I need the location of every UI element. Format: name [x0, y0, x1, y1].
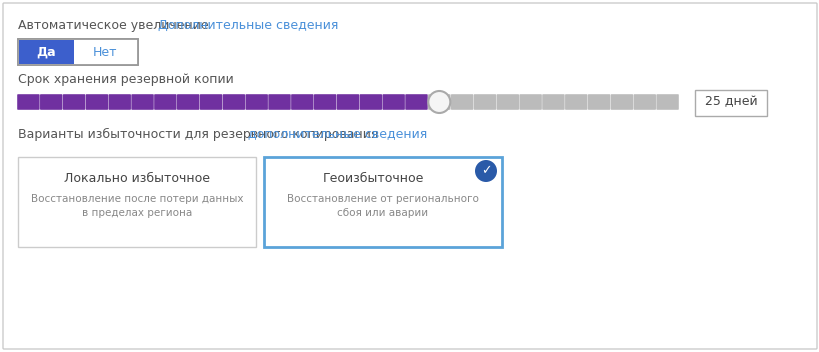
FancyBboxPatch shape: [633, 94, 655, 110]
Text: сбоя или аварии: сбоя или аварии: [337, 208, 428, 218]
FancyBboxPatch shape: [40, 94, 62, 110]
FancyBboxPatch shape: [19, 40, 74, 64]
Circle shape: [474, 160, 496, 182]
FancyBboxPatch shape: [17, 94, 39, 110]
FancyBboxPatch shape: [200, 94, 222, 110]
FancyBboxPatch shape: [245, 94, 268, 110]
FancyBboxPatch shape: [85, 94, 108, 110]
Text: Локально избыточное: Локально избыточное: [64, 172, 210, 186]
Text: Дополнительные сведения: Дополнительные сведения: [158, 19, 338, 31]
FancyBboxPatch shape: [18, 39, 138, 65]
FancyBboxPatch shape: [518, 94, 541, 110]
Text: 25 дней: 25 дней: [704, 95, 757, 108]
FancyBboxPatch shape: [587, 94, 609, 110]
Text: Автоматическое увеличение: Автоматическое увеличение: [18, 19, 208, 31]
FancyBboxPatch shape: [405, 94, 428, 110]
FancyBboxPatch shape: [63, 94, 85, 110]
FancyBboxPatch shape: [655, 94, 678, 110]
FancyBboxPatch shape: [131, 94, 154, 110]
FancyBboxPatch shape: [564, 94, 586, 110]
Text: Да: Да: [37, 45, 57, 58]
FancyBboxPatch shape: [223, 94, 245, 110]
Text: Восстановление от регионального: Восстановление от регионального: [287, 194, 478, 204]
Text: ✓: ✓: [480, 164, 491, 177]
FancyBboxPatch shape: [610, 94, 632, 110]
FancyBboxPatch shape: [177, 94, 199, 110]
FancyBboxPatch shape: [264, 157, 501, 247]
FancyBboxPatch shape: [154, 94, 176, 110]
FancyBboxPatch shape: [337, 94, 359, 110]
FancyBboxPatch shape: [541, 94, 564, 110]
Text: Варианты избыточности для резервного копирования: Варианты избыточности для резервного коп…: [18, 127, 378, 140]
FancyBboxPatch shape: [450, 94, 473, 110]
Text: Геоизбыточное: Геоизбыточное: [322, 172, 423, 186]
Text: в пределах региона: в пределах региона: [82, 208, 192, 218]
FancyBboxPatch shape: [291, 94, 313, 110]
FancyBboxPatch shape: [314, 94, 336, 110]
Text: Нет: Нет: [93, 45, 118, 58]
FancyBboxPatch shape: [382, 94, 405, 110]
Circle shape: [428, 91, 450, 113]
FancyBboxPatch shape: [268, 94, 291, 110]
FancyBboxPatch shape: [18, 39, 138, 65]
FancyBboxPatch shape: [3, 3, 816, 349]
Text: дополнительные сведения: дополнительные сведения: [247, 127, 427, 140]
FancyBboxPatch shape: [473, 94, 495, 110]
FancyBboxPatch shape: [695, 90, 766, 116]
Text: Восстановление после потери данных: Восстановление после потери данных: [30, 194, 243, 204]
FancyBboxPatch shape: [360, 94, 382, 110]
FancyBboxPatch shape: [496, 94, 518, 110]
Text: Срок хранения резервной копии: Срок хранения резервной копии: [18, 74, 233, 87]
FancyBboxPatch shape: [428, 94, 450, 110]
FancyBboxPatch shape: [108, 94, 131, 110]
FancyBboxPatch shape: [18, 157, 256, 247]
